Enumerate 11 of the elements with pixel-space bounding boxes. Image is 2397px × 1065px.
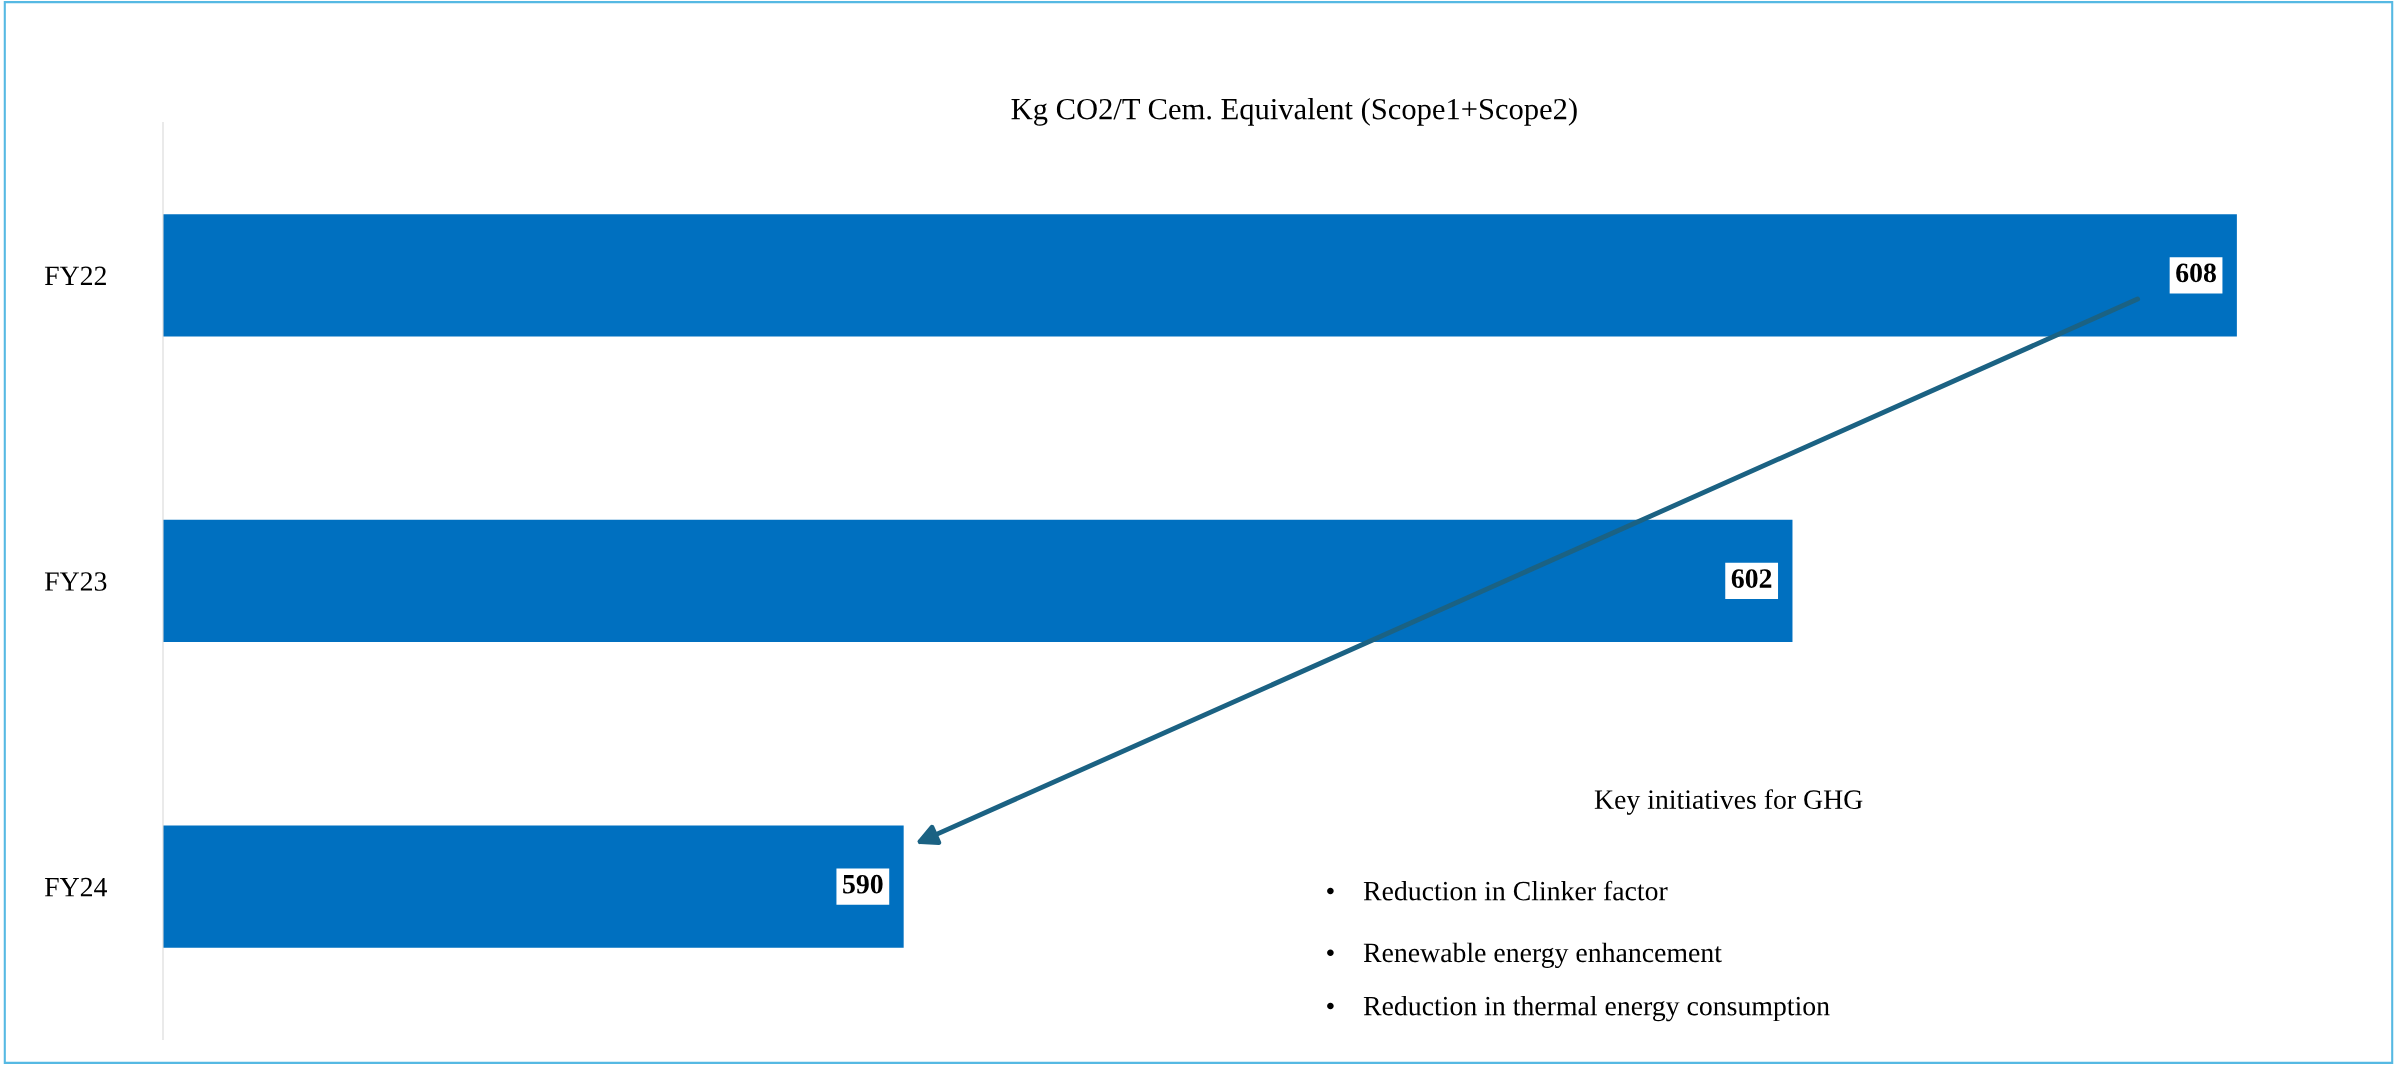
data-label: 608 [2176, 263, 2216, 283]
annotation: • Reduction in Clinker factor [1327, 880, 1668, 901]
annotation: • Renewable energy enhancement [1327, 942, 1722, 968]
y-tick-label: FY24 [44, 877, 108, 897]
chart-title: Kg CO2/T Cem. Equivalent (Scope1+Scope2) [1011, 97, 1577, 126]
data-label: 602 [1731, 569, 1772, 588]
y-tick-label: FY22 [44, 266, 106, 285]
y-tick-label: FY23 [44, 572, 107, 591]
annotation: • Reduction in thermal energy consumption [1327, 995, 1830, 1022]
annotation: Key initiatives for GHG [1594, 789, 1863, 815]
data-label: 590 [843, 874, 883, 894]
